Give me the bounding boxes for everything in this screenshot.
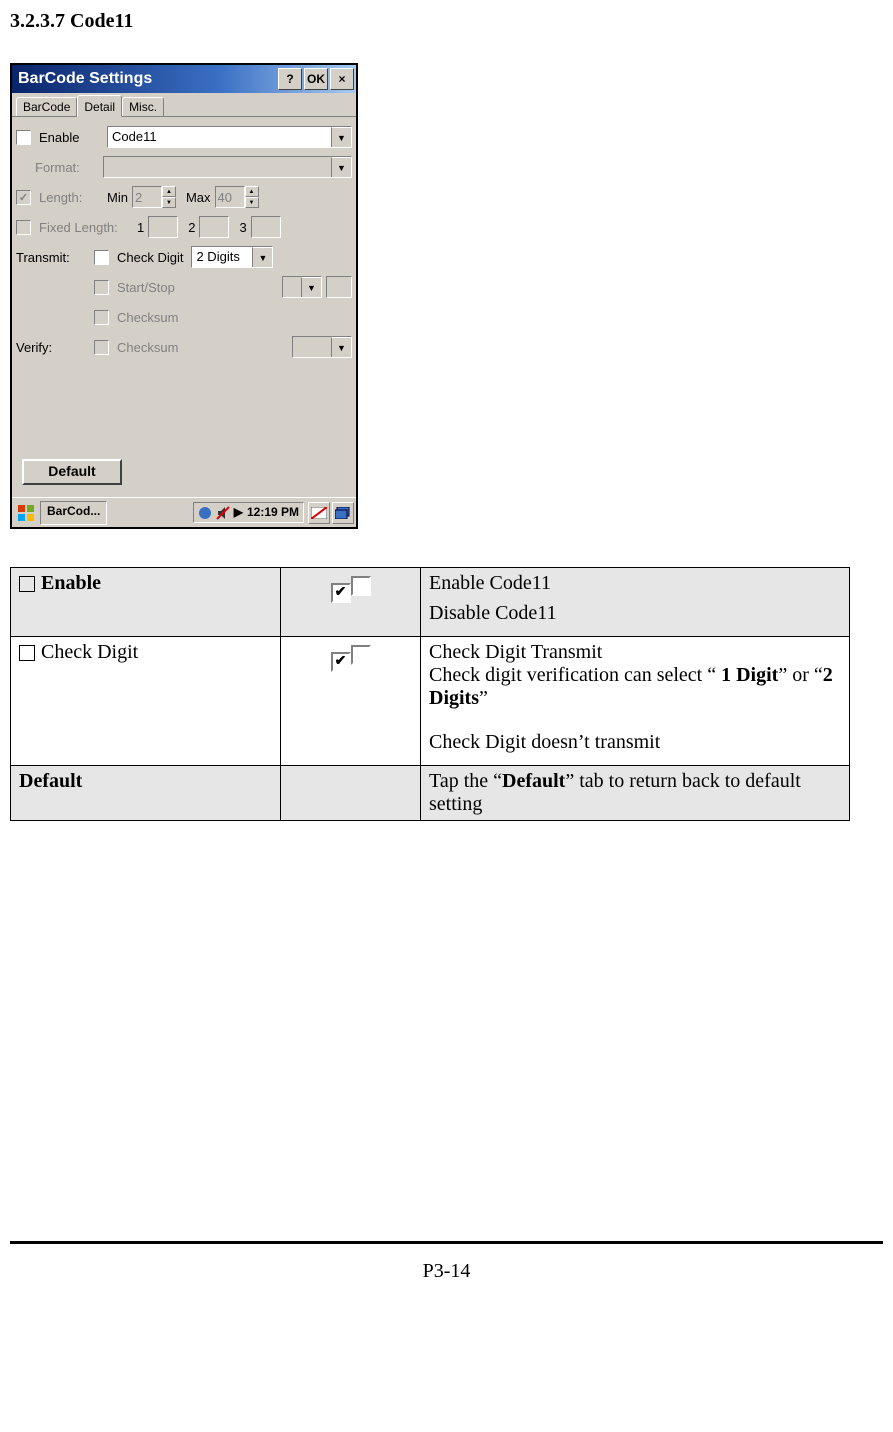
spin-down-icon: ▼ bbox=[245, 197, 259, 208]
digits-value: 2 Digits bbox=[192, 247, 252, 267]
fixed-length-label: Fixed Length: bbox=[39, 220, 133, 235]
row-format: Format: ▼ bbox=[16, 153, 352, 181]
barcode-settings-window: BarCode Settings ? OK × BarCode Detail M… bbox=[10, 63, 358, 529]
description-table: Enable✔Enable Code11Disable Code11Check … bbox=[10, 567, 850, 821]
desc-col-icons bbox=[281, 766, 421, 821]
dropdown-icon: ▼ bbox=[331, 157, 351, 177]
enable-checkbox[interactable] bbox=[16, 130, 31, 145]
window-titlebar: BarCode Settings ? OK × bbox=[12, 65, 356, 93]
tray-clock: 12:19 PM bbox=[247, 505, 299, 519]
tab-strip: BarCode Detail Misc. bbox=[12, 93, 356, 117]
length-checkbox bbox=[16, 190, 31, 205]
max-input bbox=[215, 186, 245, 208]
fixed-2-box bbox=[199, 216, 229, 238]
startstop-combo1: ▼ bbox=[282, 276, 322, 298]
dropdown-icon: ▼ bbox=[331, 337, 351, 357]
fixed-1-box bbox=[148, 216, 178, 238]
startstop-checkbox bbox=[94, 280, 109, 295]
fixed-length-checkbox bbox=[16, 220, 31, 235]
ok-button[interactable]: OK bbox=[304, 68, 328, 90]
window-title: BarCode Settings bbox=[18, 70, 276, 88]
row-startstop: Start/Stop ▼ bbox=[16, 273, 352, 301]
transmit-checksum-checkbox bbox=[94, 310, 109, 325]
desc-col-icons: ✔ bbox=[281, 637, 421, 766]
checkbox-icon bbox=[19, 645, 35, 661]
desc-col-text: Check Digit TransmitCheck digit verifica… bbox=[421, 637, 850, 766]
verify-checksum-checkbox bbox=[94, 340, 109, 355]
transmit-checksum-label: Checksum bbox=[117, 310, 178, 325]
fixed-3-label: 3 bbox=[239, 220, 246, 235]
verify-combo: ▼ bbox=[292, 336, 352, 358]
dropdown-icon: ▼ bbox=[301, 277, 321, 297]
max-label: Max bbox=[186, 190, 211, 205]
max-spinner: ▲▼ bbox=[215, 186, 259, 208]
format-label: Format: bbox=[35, 160, 99, 175]
close-button[interactable]: × bbox=[330, 68, 354, 90]
page-footer: P3-14 bbox=[10, 1241, 883, 1283]
min-label: Min bbox=[107, 190, 128, 205]
row-length: Length: Min ▲▼ Max ▲▼ bbox=[16, 183, 352, 211]
startstop-box bbox=[326, 276, 352, 298]
enable-label: Enable bbox=[39, 130, 103, 145]
help-button[interactable]: ? bbox=[278, 68, 302, 90]
desc-col-setting: Default bbox=[11, 766, 281, 821]
unchecked-icon bbox=[351, 645, 371, 665]
checked-icon: ✔ bbox=[331, 583, 351, 603]
verify-checksum-label: Checksum bbox=[117, 340, 178, 355]
format-combo: ▼ bbox=[103, 156, 352, 178]
tray-signal-icon: ▶ bbox=[234, 505, 243, 519]
desc-col-text: Tap the “Default” tab to return back to … bbox=[421, 766, 850, 821]
checkbox-icon bbox=[19, 576, 35, 592]
tab-misc[interactable]: Misc. bbox=[122, 97, 164, 116]
taskbar-app[interactable]: BarCod... bbox=[40, 501, 107, 525]
desc-col-icons: ✔ bbox=[281, 568, 421, 637]
spin-down-icon: ▼ bbox=[162, 197, 176, 208]
digits-combo[interactable]: 2 Digits ▼ bbox=[191, 246, 273, 268]
start-icon[interactable] bbox=[14, 501, 38, 525]
transmit-label: Transmit: bbox=[16, 250, 90, 265]
startstop-label: Start/Stop bbox=[117, 280, 175, 295]
symbology-value: Code11 bbox=[108, 127, 331, 147]
spin-up-icon: ▲ bbox=[162, 186, 176, 197]
row-transmit-checksum: Checksum bbox=[16, 303, 352, 331]
section-heading: 3.2.3.7 Code11 bbox=[10, 10, 883, 33]
spin-up-icon: ▲ bbox=[245, 186, 259, 197]
unchecked-icon bbox=[351, 576, 371, 596]
default-button[interactable]: Default bbox=[22, 459, 122, 485]
tray-desktop-icon[interactable] bbox=[332, 502, 354, 524]
row-verify: Verify: Checksum ▼ bbox=[16, 333, 352, 361]
min-spinner: ▲▼ bbox=[132, 186, 176, 208]
check-digit-label: Check Digit bbox=[117, 250, 183, 265]
tab-detail[interactable]: Detail bbox=[77, 95, 122, 117]
fixed-2-label: 2 bbox=[188, 220, 195, 235]
desc-col-setting: Check Digit bbox=[11, 637, 281, 766]
fixed-3-box bbox=[251, 216, 281, 238]
symbology-combo[interactable]: Code11 ▼ bbox=[107, 126, 352, 148]
detail-panel: Enable Code11 ▼ Format: ▼ Length: Min ▲▼… bbox=[12, 117, 356, 497]
min-input bbox=[132, 186, 162, 208]
tray-keyboard-icon[interactable] bbox=[308, 502, 330, 524]
format-value bbox=[104, 157, 331, 177]
dropdown-icon[interactable]: ▼ bbox=[252, 247, 272, 267]
checked-icon: ✔ bbox=[331, 652, 351, 672]
tray-volume-icon bbox=[216, 505, 230, 520]
verify-label: Verify: bbox=[16, 340, 90, 355]
row-transmit: Transmit: Check Digit 2 Digits ▼ bbox=[16, 243, 352, 271]
length-label: Length: bbox=[39, 190, 103, 205]
dropdown-icon[interactable]: ▼ bbox=[331, 127, 351, 147]
desc-col-setting: Enable bbox=[11, 568, 281, 637]
tab-barcode[interactable]: BarCode bbox=[16, 97, 77, 116]
fixed-1-label: 1 bbox=[137, 220, 144, 235]
desc-col-text: Enable Code11Disable Code11 bbox=[421, 568, 850, 637]
taskbar: BarCod... ▶ 12:19 PM bbox=[12, 497, 356, 527]
check-digit-checkbox[interactable] bbox=[94, 250, 109, 265]
tray-network-icon bbox=[198, 505, 212, 520]
row-enable: Enable Code11 ▼ bbox=[16, 123, 352, 151]
system-tray: ▶ 12:19 PM bbox=[193, 502, 304, 523]
row-fixed-length: Fixed Length: 1 2 3 bbox=[16, 213, 352, 241]
